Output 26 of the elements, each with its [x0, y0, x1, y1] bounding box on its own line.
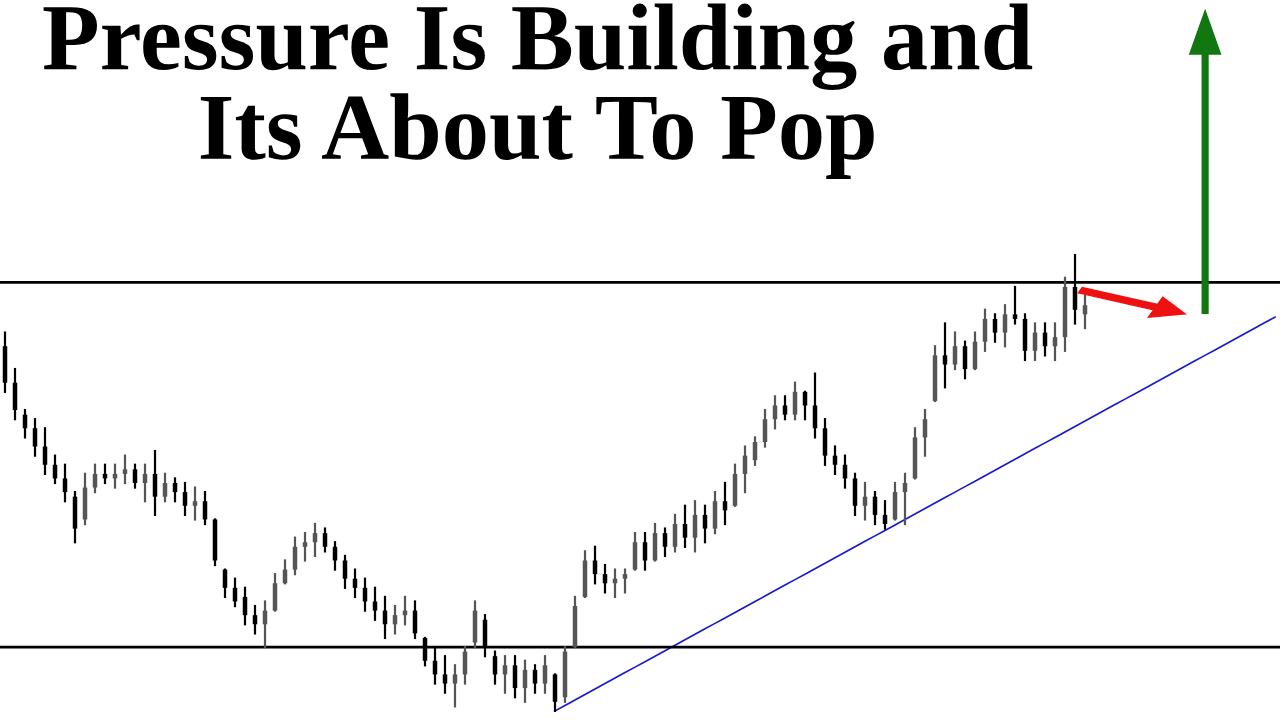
candlestick [592, 545, 598, 585]
candlestick [322, 527, 328, 553]
candlestick [92, 463, 98, 494]
candlestick [62, 463, 68, 503]
chart-title: Pressure Is Building and Its About To Pop [43, 3, 1033, 179]
candlestick [542, 655, 548, 694]
candlestick [162, 472, 168, 503]
candlestick [452, 664, 458, 708]
candlestick [192, 486, 198, 521]
candlestick [662, 527, 668, 558]
candlestick [1012, 285, 1018, 325]
candlestick [32, 418, 38, 457]
candlestick [532, 664, 538, 694]
candlestick [1002, 304, 1008, 348]
candlestick [342, 554, 348, 589]
candlestick [992, 313, 998, 343]
candlestick [122, 454, 128, 485]
candlestick [622, 568, 628, 594]
candlestick [302, 532, 308, 562]
candlestick [702, 504, 708, 544]
candlestick [372, 586, 378, 621]
candlestick [442, 655, 448, 694]
candlestick [682, 504, 688, 548]
candlestick [132, 463, 138, 489]
candlestick [182, 481, 188, 517]
candlestick [802, 390, 808, 421]
